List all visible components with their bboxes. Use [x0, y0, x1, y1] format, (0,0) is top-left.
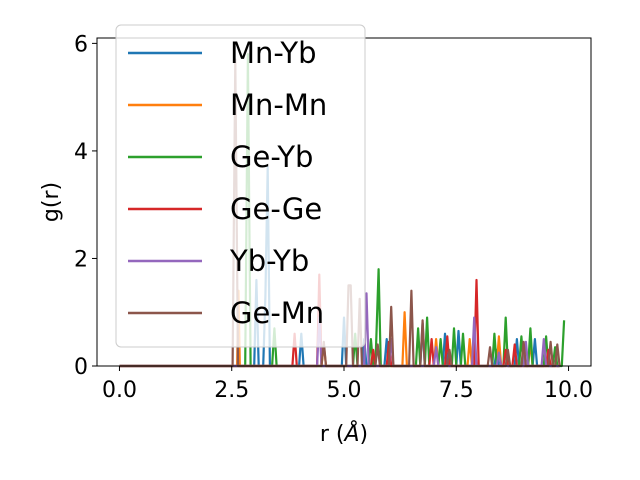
legend-label: Ge-Yb [230, 140, 313, 174]
y-axis: 0 2 4 6 [74, 32, 97, 380]
x-axis-label-tail: ) [360, 422, 369, 447]
legend: Mn-Yb Mn-Mn Ge-Yb Ge-Ge Yb-Yb Ge-Mn [115, 24, 366, 348]
y-axis-label: g(r) [39, 182, 64, 222]
legend-label: Yb-Yb [229, 244, 309, 278]
legend-label: Ge-Mn [230, 296, 324, 330]
x-tick-label: 10.0 [544, 378, 593, 403]
x-tick-label: 5.0 [327, 378, 362, 403]
x-axis-label: r (Å) [320, 420, 368, 447]
y-tick-label: 4 [74, 140, 88, 165]
y-tick-label: 0 [74, 355, 88, 380]
x-axis: 0.0 2.5 5.0 7.5 10.0 [102, 366, 593, 403]
legend-label: Mn-Yb [230, 36, 317, 70]
x-tick-label: 2.5 [214, 378, 249, 403]
x-axis-label-unit: Å [342, 420, 359, 447]
x-tick-label: 0.0 [102, 378, 137, 403]
legend-label: Ge-Ge [230, 192, 322, 226]
y-tick-label: 2 [74, 247, 88, 272]
y-tick-label: 6 [74, 32, 88, 57]
x-tick-label: 7.5 [439, 378, 474, 403]
series-line-ge-mn [119, 58, 561, 368]
legend-label: Mn-Mn [230, 88, 327, 122]
x-axis-label-main: r ( [320, 422, 345, 447]
